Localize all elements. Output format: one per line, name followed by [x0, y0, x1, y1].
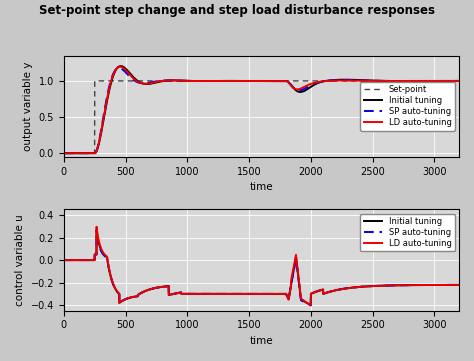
X-axis label: time: time [250, 336, 273, 346]
Text: Set-point step change and step load disturbance responses: Set-point step change and step load dist… [39, 4, 435, 17]
Legend: Set-point, Initial tuning, SP auto-tuning, LD auto-tuning: Set-point, Initial tuning, SP auto-tunin… [360, 82, 455, 131]
Y-axis label: output variable y: output variable y [23, 62, 33, 151]
X-axis label: time: time [250, 182, 273, 192]
Y-axis label: control variable u: control variable u [15, 214, 25, 306]
Legend: Initial tuning, SP auto-tuning, LD auto-tuning: Initial tuning, SP auto-tuning, LD auto-… [360, 214, 455, 252]
